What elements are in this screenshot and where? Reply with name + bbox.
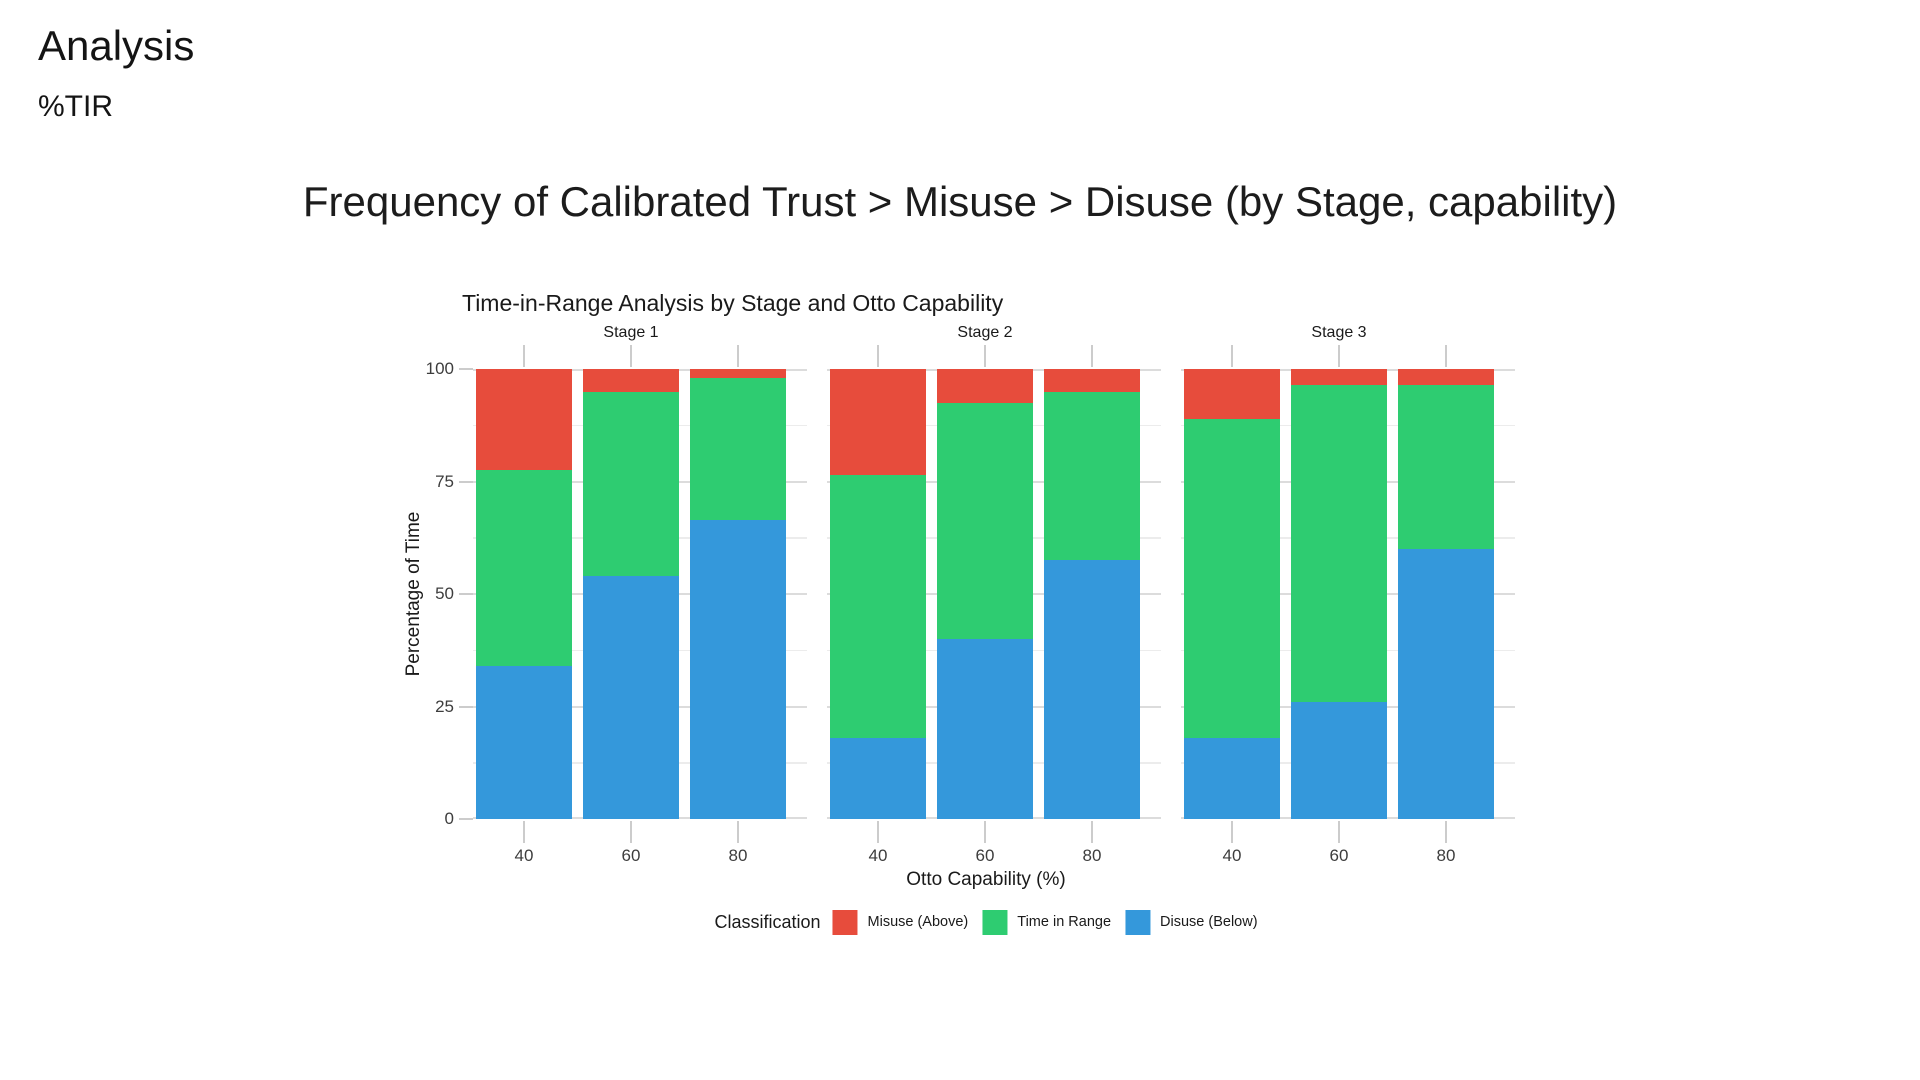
bar-segment-disuse-below [937, 639, 1033, 819]
bar-segment-misuse-above [830, 369, 926, 475]
x-tick-bottom [1091, 821, 1093, 843]
x-tick-bottom [1338, 821, 1340, 843]
legend-swatch [982, 909, 1008, 935]
bar-segment-disuse-below [830, 738, 926, 819]
bar-segment-misuse-above [1398, 369, 1494, 385]
y-tick [459, 818, 473, 820]
bar-segment-disuse-below [1044, 560, 1140, 819]
bar-segment-disuse-below [1291, 702, 1387, 819]
x-tick-bottom [984, 821, 986, 843]
legend-item-time-in-range: Time in Range [982, 909, 1112, 935]
bar-segment-disuse-below [1398, 549, 1494, 819]
x-tick-top [737, 345, 739, 367]
legend-label: Misuse (Above) [867, 914, 969, 930]
legend-items: Misuse (Above) Time in Range Disuse (Below… [832, 909, 1258, 935]
bar-segment-time-in-range [476, 470, 572, 666]
facet-panel [473, 369, 807, 819]
x-tick-top [877, 345, 879, 367]
chart-title: Time-in-Range Analysis by Stage and Otto… [462, 290, 1004, 316]
facet-label: Stage 3 [1311, 324, 1367, 341]
legend-item-misuse-above: Misuse (Above) [832, 909, 969, 935]
y-tick [459, 705, 473, 708]
legend-label: Time in Range [1017, 914, 1112, 930]
x-tick-bottom [1445, 821, 1447, 843]
legend-swatch [1125, 909, 1151, 935]
bar-segment-misuse-above [1291, 369, 1387, 385]
bar-segment-disuse-below [476, 666, 572, 819]
y-tick [459, 593, 473, 595]
legend-title: Classification [714, 911, 821, 932]
bar-segment-misuse-above [1044, 369, 1140, 392]
x-tick-label: 40 [514, 846, 534, 865]
bar-segment-misuse-above [1184, 369, 1280, 419]
x-tick-label: 80 [1436, 846, 1456, 865]
x-tick-bottom [523, 821, 525, 843]
x-tick-top [1338, 345, 1340, 367]
x-tick-bottom [877, 821, 879, 843]
bar-segment-disuse-below [690, 519, 786, 819]
y-tick-label: 100 [425, 359, 454, 378]
bar-segment-disuse-below [583, 576, 679, 819]
bar-segment-misuse-above [476, 369, 572, 471]
x-tick-top [984, 345, 986, 367]
x-tick-label: 60 [975, 846, 995, 865]
bar-segment-time-in-range [1184, 418, 1280, 738]
bar-segment-time-in-range [690, 378, 786, 520]
x-tick-top [1091, 345, 1093, 367]
bar-segment-disuse-below [1184, 738, 1280, 819]
bar-segment-time-in-range [830, 474, 926, 738]
x-tick-bottom [737, 821, 739, 843]
bar-segment-time-in-range [1291, 384, 1387, 702]
bar-segment-misuse-above [583, 369, 679, 392]
x-tick-top [1445, 345, 1447, 367]
main-title: Frequency of Calibrated Trust > Misuse >… [302, 178, 1618, 225]
facet-panel [1181, 369, 1515, 819]
y-tick-label: 25 [435, 696, 454, 716]
x-tick-bottom [1231, 821, 1233, 843]
bar-segment-time-in-range [583, 391, 679, 576]
facet-label: Stage 2 [957, 324, 1013, 341]
x-tick-label: 80 [1082, 846, 1102, 865]
bar-segment-misuse-above [937, 369, 1033, 403]
bar-segment-time-in-range [937, 402, 1033, 639]
chart-legend: Classification Misuse (Above) Time in Ran… [714, 906, 1258, 938]
x-tick-top [630, 345, 632, 367]
x-tick-label: 40 [868, 846, 888, 865]
x-tick-label: 40 [1222, 846, 1242, 865]
y-tick-label: 50 [435, 584, 454, 603]
page-subheading: %TIR [38, 90, 113, 123]
y-tick-label: 75 [435, 471, 454, 491]
legend-swatch [832, 909, 858, 935]
legend-label: Disuse (Below) [1160, 914, 1258, 930]
bar-segment-time-in-range [1044, 391, 1140, 561]
x-tick-bottom [630, 821, 632, 843]
y-tick-label: 0 [444, 809, 454, 828]
y-tick [459, 480, 473, 483]
bar-segment-time-in-range [1398, 384, 1494, 549]
y-tick [459, 368, 473, 370]
bar-segment-misuse-above [690, 369, 786, 378]
x-tick-top [1231, 345, 1233, 367]
x-tick-top [523, 345, 525, 367]
x-tick-label: 60 [621, 846, 641, 865]
facet-label: Stage 1 [603, 324, 659, 341]
x-tick-label: 60 [1329, 846, 1349, 865]
facet-panel [827, 369, 1161, 819]
x-tick-label: 80 [728, 846, 748, 865]
legend-item-disuse-below: Disuse (Below) [1125, 909, 1258, 935]
page-heading: Analysis [38, 22, 195, 69]
x-axis-title: Otto Capability (%) [906, 869, 1066, 890]
